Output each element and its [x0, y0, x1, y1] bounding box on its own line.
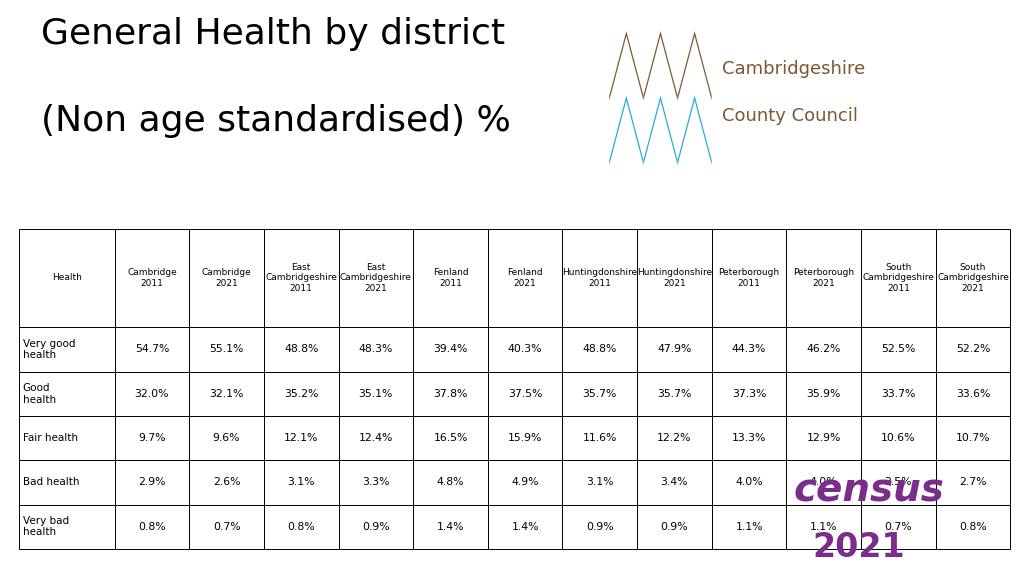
Text: Cambridgeshire: Cambridgeshire: [722, 60, 865, 78]
Text: (Non age standardised) %: (Non age standardised) %: [41, 104, 511, 138]
Polygon shape: [643, 31, 678, 100]
Polygon shape: [678, 96, 712, 165]
Polygon shape: [609, 96, 643, 165]
Polygon shape: [609, 31, 643, 100]
Text: General Health by district: General Health by district: [41, 17, 505, 51]
Text: 2021: 2021: [812, 532, 904, 564]
Text: County Council: County Council: [722, 107, 858, 124]
Polygon shape: [678, 31, 712, 100]
Text: census: census: [794, 472, 944, 510]
Polygon shape: [643, 96, 678, 165]
